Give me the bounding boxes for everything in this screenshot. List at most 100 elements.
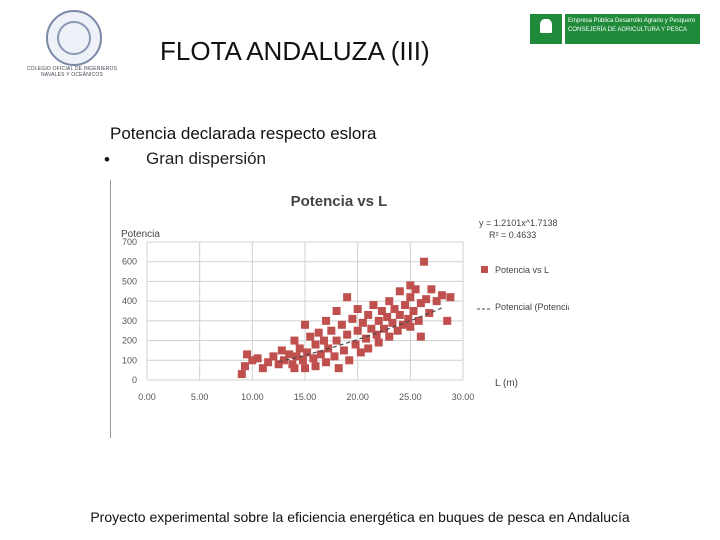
data-point <box>372 330 381 339</box>
data-point <box>406 281 415 290</box>
chart-container: Potencia vs L Potencia L (m) y = 1.2101x… <box>110 180 595 438</box>
data-point <box>422 295 431 304</box>
data-point <box>290 336 299 345</box>
data-point <box>416 299 425 308</box>
data-point <box>343 293 352 302</box>
data-point <box>388 318 397 327</box>
data-point <box>385 332 394 341</box>
data-point <box>237 370 246 379</box>
footer-text: Proyecto experimental sobre la eficienci… <box>90 509 630 525</box>
junta-emblem-icon <box>530 14 562 44</box>
data-point <box>306 332 315 341</box>
x-tick-label: 0.00 <box>138 392 156 402</box>
data-point <box>414 316 423 325</box>
data-point <box>383 312 392 321</box>
data-point <box>264 358 273 367</box>
data-point <box>348 314 357 323</box>
data-point <box>401 301 410 310</box>
chart-title: Potencia vs L <box>291 193 388 210</box>
x-tick-label: 15.00 <box>294 392 317 402</box>
data-point <box>309 354 318 363</box>
x-tick-label: 25.00 <box>399 392 422 402</box>
scatter-chart: Potencia vs L Potencia L (m) y = 1.2101x… <box>121 193 595 402</box>
data-point <box>345 356 354 365</box>
x-axis-label: L (m) <box>495 378 518 389</box>
data-point <box>295 344 304 353</box>
data-point <box>285 350 294 359</box>
data-point <box>327 326 336 335</box>
data-point <box>332 307 341 315</box>
data-point <box>393 326 402 335</box>
data-point <box>398 320 407 329</box>
data-point <box>303 348 312 357</box>
data-point <box>339 346 348 355</box>
y-tick-label: 400 <box>122 296 137 306</box>
data-point <box>364 344 373 353</box>
data-point <box>298 356 307 365</box>
college-logo: COLEGIO OFICIAL DE INGENIEROS NAVALES Y … <box>22 8 122 84</box>
y-tick-label: 600 <box>122 257 137 267</box>
data-point <box>395 287 404 296</box>
slide-subtitle: Potencia declarada respecto eslora <box>110 124 377 143</box>
data-point <box>258 364 267 373</box>
data-point <box>332 336 341 345</box>
data-point <box>369 301 378 310</box>
data-point <box>253 354 262 363</box>
data-point <box>240 362 249 371</box>
data-point <box>343 330 352 339</box>
data-point <box>443 316 452 325</box>
data-point <box>432 297 441 306</box>
data-point <box>395 310 404 319</box>
data-point <box>425 308 434 317</box>
x-tick-label: 10.00 <box>241 392 264 402</box>
junta-logo: Empresa Pública Desarrollo Agrario y Pes… <box>530 14 700 44</box>
data-point <box>356 348 365 357</box>
data-point <box>374 338 383 347</box>
data-point <box>322 316 331 325</box>
data-point <box>374 316 383 325</box>
x-tick-label: 20.00 <box>346 392 369 402</box>
data-point <box>301 320 309 329</box>
data-point <box>269 352 278 361</box>
y-tick-label: 300 <box>122 316 137 326</box>
y-tick-label: 700 <box>122 237 137 247</box>
data-point <box>377 307 386 315</box>
data-point <box>364 310 373 319</box>
y-tick-label: 0 <box>132 375 137 385</box>
data-point <box>330 352 339 361</box>
trend-equation: y = 1.2101x^1.7138 <box>479 218 558 228</box>
data-point <box>322 358 331 367</box>
data-point <box>292 352 301 361</box>
data-point <box>380 324 388 333</box>
data-point <box>274 360 283 369</box>
data-point <box>334 364 343 373</box>
data-point <box>427 285 436 294</box>
x-tick-label: 30.00 <box>452 392 475 402</box>
chart-legend: Potencia vs L Potencial (Potencia vs L) <box>477 265 595 312</box>
data-point <box>353 305 362 314</box>
slide-title: FLOTA ANDALUZA (III) <box>160 36 430 66</box>
trend-r-squared: R² = 0.4633 <box>489 230 536 240</box>
trend-line <box>278 307 443 363</box>
data-point <box>420 257 429 266</box>
data-point <box>446 293 455 302</box>
data-point <box>411 285 420 294</box>
legend-label-trend: Potencial (Potencia vs L) <box>495 302 569 312</box>
y-tick-label: 100 <box>122 355 137 365</box>
data-point <box>311 362 320 371</box>
data-point <box>316 350 325 359</box>
data-point <box>390 305 399 314</box>
data-point <box>437 291 446 300</box>
x-tick-label: 5.00 <box>191 392 209 402</box>
data-point <box>385 297 394 306</box>
data-point <box>406 322 415 331</box>
data-point <box>279 356 288 365</box>
data-point <box>416 332 425 341</box>
data-point <box>409 307 418 315</box>
y-axis-label: Potencia <box>121 229 160 240</box>
legend-label-points: Potencia vs L <box>495 265 549 275</box>
data-point <box>243 350 252 359</box>
data-point <box>358 318 367 327</box>
college-seal-icon <box>46 10 102 66</box>
data-point <box>311 340 320 349</box>
